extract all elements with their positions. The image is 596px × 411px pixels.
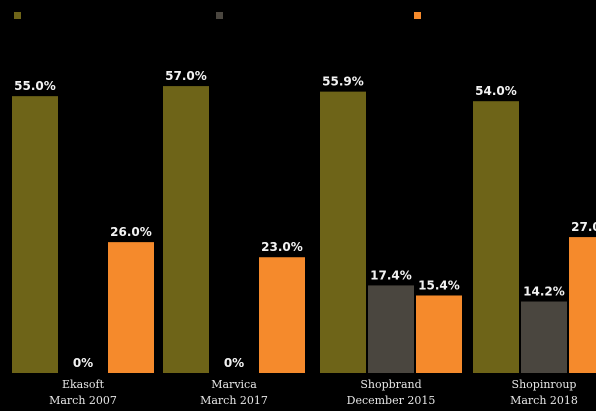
bar-s0-c2	[320, 91, 366, 374]
bar-s2-c2	[416, 295, 462, 373]
value-label-s0-c0: 55.0%	[14, 79, 56, 93]
value-label-s2-c0: 26.0%	[110, 225, 152, 239]
category-date-3: March 2018	[510, 394, 578, 407]
category-date-0: March 2007	[49, 394, 117, 407]
value-label-s1-c2: 17.4%	[370, 268, 412, 282]
value-labels: 55.0% 0% 26.0% 57.0% 0% 23.0% 55.9% 17.4% 15.4% 5…	[14, 69, 596, 370]
bar-s2-c1	[259, 257, 305, 373]
value-label-s0-c1: 57.0%	[165, 69, 207, 83]
category-label-2: Shopbrand	[360, 378, 421, 391]
value-label-s1-c0: 0%	[73, 356, 93, 370]
category-date-2: December 2015	[347, 394, 436, 407]
category-label-3: Shopinroup	[512, 378, 577, 391]
bars	[12, 86, 596, 374]
bar-s2-c3	[569, 237, 596, 373]
bar-s0-c1	[163, 86, 209, 373]
category-labels: Ekasoft March 2007 Marvica March 2017 Shopbr…	[49, 378, 578, 407]
value-label-s2-c1: 23.0%	[261, 240, 303, 254]
value-label-s2-c2: 15.4%	[418, 278, 460, 292]
category-label-1: Marvica	[211, 378, 257, 391]
category-date-1: March 2017	[200, 394, 268, 407]
value-label-s0-c2: 55.9%	[322, 75, 364, 89]
bar-s1-c3	[521, 301, 567, 373]
bar-s0-c3	[473, 101, 519, 373]
legend-swatch-0	[14, 12, 21, 19]
bar-s0-c0	[12, 96, 58, 374]
value-label-s1-c1: 0%	[224, 356, 244, 370]
bar-s2-c0	[108, 242, 154, 373]
legend	[14, 12, 421, 19]
category-label-0: Ekasoft	[62, 378, 105, 391]
value-label-s0-c3: 54.0%	[475, 84, 517, 98]
value-label-s1-c3: 14.2%	[523, 285, 565, 299]
value-label-s2-c3: 27.0%	[571, 220, 596, 234]
legend-swatch-1	[216, 12, 223, 19]
bar-s1-c2	[368, 285, 414, 373]
legend-swatch-2	[414, 12, 421, 19]
